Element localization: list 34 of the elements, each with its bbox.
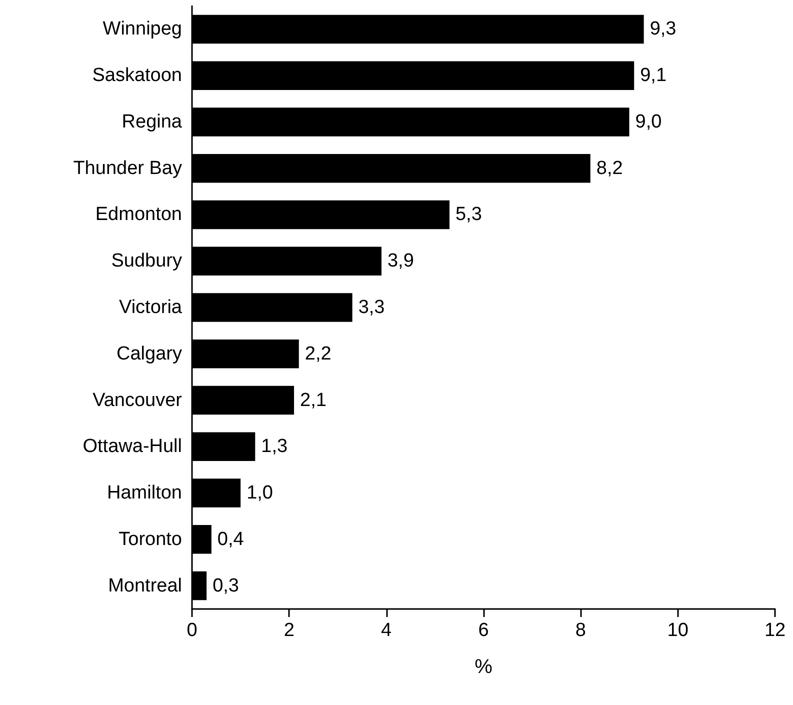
y-tick-label: Winnipeg [102, 18, 182, 40]
x-tick-label: 2 [284, 620, 294, 641]
x-tick-label: 10 [667, 620, 688, 641]
data-label: 8,2 [596, 158, 623, 179]
y-tick-label: Ottawa-Hull [82, 436, 182, 458]
x-tick-label: 6 [478, 620, 489, 641]
data-label: 0,4 [217, 528, 244, 550]
x-tick-label: 0 [186, 620, 198, 641]
data-label: 9,1 [640, 65, 667, 86]
y-tick-label: Vancouver [92, 390, 183, 411]
data-label: 9,0 [635, 111, 662, 132]
data-label: 5,3 [455, 204, 482, 226]
data-label: 0,3 [212, 575, 239, 596]
y-tick-label: Saskatoon [92, 65, 182, 86]
data-label: 3,3 [358, 297, 385, 318]
data-label: 1,0 [246, 482, 274, 504]
data-label: 2,2 [304, 343, 332, 364]
x-tick-label: 8 [575, 620, 586, 641]
y-tick-label: Hamilton [107, 482, 182, 504]
y-tick-label: Thunder Bay [73, 158, 182, 179]
x-tick-label: 12 [764, 620, 786, 641]
data-label: 1,3 [261, 436, 288, 458]
x-tick-label: 4 [381, 620, 392, 641]
y-tick-label: Regina [122, 111, 182, 132]
y-tick-label: Montreal [108, 575, 182, 596]
x-axis-title: % [474, 656, 493, 678]
y-tick-label: Sudbury [111, 250, 182, 272]
data-label: 9,3 [650, 18, 676, 40]
data-label: 2,1 [300, 390, 326, 411]
y-tick-label: Edmonton [95, 204, 182, 226]
y-tick-label: Victoria [118, 297, 182, 318]
y-tick-label: Toronto [118, 528, 182, 550]
y-tick-label: Calgary [116, 343, 182, 364]
data-label: 3,9 [387, 250, 414, 272]
